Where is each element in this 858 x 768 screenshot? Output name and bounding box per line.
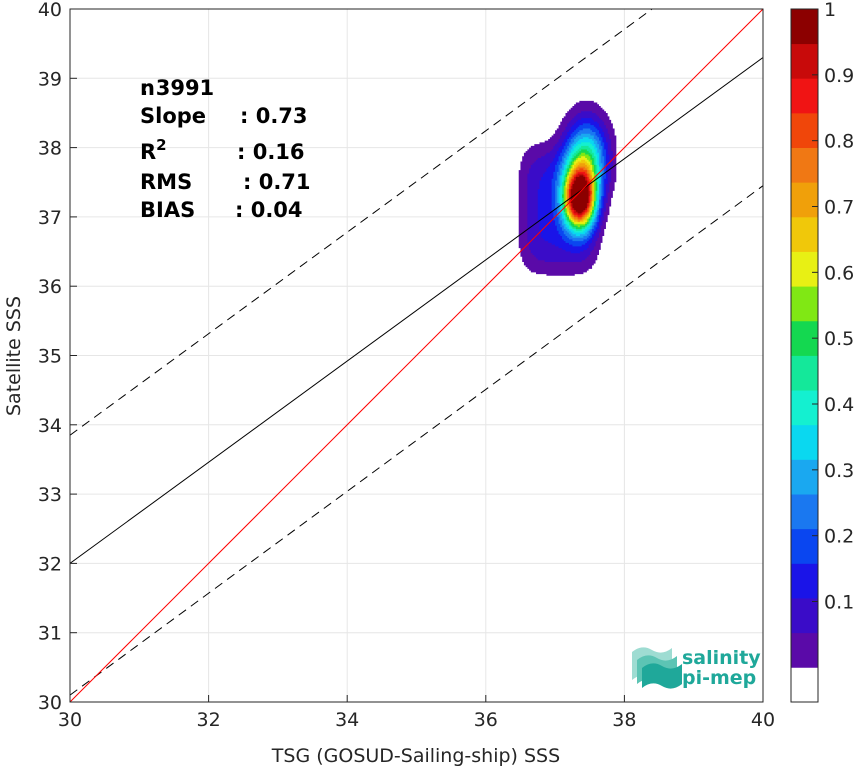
y-tick-label: 30 (38, 692, 62, 714)
stat-separator: : (240, 104, 256, 128)
stat-label-text: Slope (140, 104, 206, 128)
colorbar-segment (791, 9, 818, 45)
colorbar-tick-label: 0.2 (824, 526, 854, 548)
stat-separator: : (237, 140, 253, 164)
y-tick-label: 32 (38, 553, 62, 575)
colorbar-segment (791, 43, 818, 79)
y-tick-label: 40 (38, 0, 62, 21)
stat-label-text: n (140, 76, 155, 100)
upper-bound-line (70, 9, 653, 436)
colorbar-segment (791, 424, 818, 460)
y-tick-label: 33 (38, 484, 62, 506)
y-tick-label: 37 (38, 207, 62, 229)
colorbar-tick-label: 1 (824, 0, 836, 21)
colorbar-segment (791, 667, 818, 703)
colorbar-tick-label: 0.3 (824, 460, 854, 482)
x-tick-label: 32 (197, 709, 221, 731)
colorbar-segment (791, 355, 818, 391)
colorbar-segment (791, 147, 818, 183)
stat-value-text: 0.73 (256, 104, 308, 128)
y-axis: 30 31 32 33 34 35 36 37 38 39 40 (38, 0, 77, 714)
colorbar-segment (791, 563, 818, 599)
stat-label-slope: Slope (140, 104, 206, 128)
colorbar-tick-label: 0.1 (824, 592, 854, 614)
logo-wave-icon (632, 647, 682, 689)
colorbar-frame (790, 8, 819, 703)
stat-separator: : (243, 170, 259, 194)
stat-value-rms: : 0.71 (243, 170, 311, 194)
x-tick-label: 40 (751, 709, 775, 731)
colorbar-segment (791, 112, 818, 148)
stat-label-n: n (140, 76, 155, 100)
one-to-one-line (70, 9, 763, 702)
y-tick-label: 38 (38, 138, 62, 160)
stat-label-sup: 2 (156, 136, 166, 154)
stat-value-text: 0.16 (253, 140, 305, 164)
salinity-pi-mep-logo: salinity pi-mep (632, 647, 761, 689)
colorbar-segment (791, 598, 818, 634)
stat-label-text: R (140, 140, 156, 164)
colorbar-tick-label: 0.4 (824, 394, 854, 416)
x-tick-label: 38 (612, 709, 636, 731)
regression-line (70, 57, 763, 564)
y-tick-label: 31 (38, 623, 62, 645)
colorbar-segment (791, 216, 818, 252)
y-tick-label: 39 (38, 68, 62, 90)
x-axis-label: TSG (GOSUD-Sailing-ship) SSS (271, 745, 560, 767)
colorbar-segment (791, 286, 818, 322)
stat-value-text: 0.71 (259, 170, 311, 194)
stat-value-n: : 3991 (140, 76, 214, 100)
colorbar-segment (791, 459, 818, 495)
x-tick-label: 30 (58, 709, 82, 731)
colorbar: 0.1 0.2 0.3 0.4 0.5 0.6 0.7 0.8 0.9 1 (790, 0, 854, 703)
stat-label-text: BIAS (140, 198, 195, 222)
y-tick-label: 35 (38, 346, 62, 368)
y-tick-label: 36 (38, 276, 62, 298)
stat-value-r: : 0.16 (237, 140, 305, 164)
stat-label-bias: BIAS (140, 198, 195, 222)
colorbar-segment (791, 78, 818, 114)
colorbar-tick-label: 0.7 (824, 197, 854, 219)
y-tick-label: 34 (38, 415, 62, 437)
colorbar-tick-label: 0.5 (824, 328, 854, 350)
stat-value-bias: : 0.04 (235, 198, 303, 222)
stat-value-text: 3991 (156, 76, 214, 100)
colorbar-segment (791, 182, 818, 218)
stat-separator: : (140, 76, 156, 100)
x-tick-label: 34 (335, 709, 359, 731)
stat-value-slope: : 0.73 (240, 104, 308, 128)
y-axis-label: Satellite SSS (3, 296, 25, 416)
colorbar-tick-label: 0.8 (824, 131, 854, 153)
density-level-19 (570, 175, 589, 214)
lower-bound-line (70, 185, 763, 696)
grid (69, 8, 764, 703)
density-contours (518, 100, 617, 276)
colorbar-segment (791, 528, 818, 564)
x-axis: 30 32 34 36 38 40 (58, 695, 775, 731)
colorbar-tick-label: 0.9 (824, 65, 854, 87)
logo-text-pi-mep: pi-mep (682, 667, 756, 689)
reference-lines (70, 9, 763, 702)
colorbar-segment (791, 632, 818, 668)
stat-label-rms: RMS (140, 170, 192, 194)
colorbar-segment (791, 494, 818, 530)
colorbar-tick-label: 0.6 (824, 262, 854, 284)
x-tick-label: 36 (474, 709, 498, 731)
logo-text-salinity: salinity (682, 647, 761, 669)
stat-value-text: 0.04 (251, 198, 303, 222)
stat-label-r: R2 (140, 136, 167, 164)
colorbar-segment (791, 251, 818, 287)
stat-separator: : (235, 198, 251, 222)
stat-label-text: RMS (140, 170, 192, 194)
colorbar-segment (791, 390, 818, 426)
